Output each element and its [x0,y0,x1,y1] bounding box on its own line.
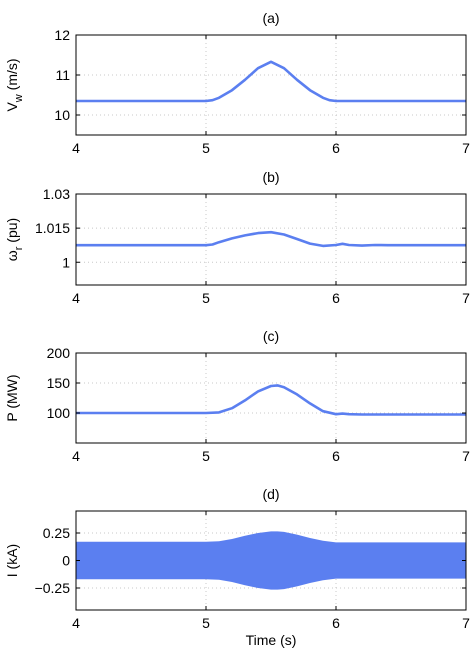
y-tick-label: 200 [47,345,71,361]
y-tick-label: 150 [47,375,71,391]
x-tick-label: 5 [202,448,210,464]
x-axis-label: Time (s) [246,632,297,648]
series-line [76,60,466,103]
y-axis-label: P (MW) [4,374,20,421]
y-axis-label: ωr (pu) [4,218,25,261]
y-tick-label: −0.25 [35,580,71,596]
x-tick-label: 4 [72,290,80,306]
panel-title: (d) [262,486,279,502]
series-line [76,384,466,416]
x-tick-label: 4 [72,615,80,631]
current-envelope [76,531,466,590]
x-tick-label: 5 [202,615,210,631]
y-tick-label: 12 [54,27,70,43]
x-tick-label: 5 [202,140,210,156]
series-line [76,230,466,248]
panel-title: (a) [262,10,279,26]
y-tick-label: 0.25 [43,525,70,541]
y-tick-label: 100 [47,405,71,421]
x-tick-label: 7 [462,290,470,306]
y-tick-label: 0 [62,553,70,569]
x-tick-label: 7 [462,448,470,464]
panel-title: (b) [262,169,279,185]
panel-2: 4 5 6 7 1 1.015 1.03 (b) ωr (pu) [4,169,470,306]
x-tick-label: 6 [332,448,340,464]
y-axis-label: Vw (m/s) [4,58,25,111]
x-tick-label: 6 [332,290,340,306]
panel-title: (c) [263,328,279,344]
panel-1: 4 5 6 7 10 11 12 (a) Vw (m/s) [4,10,470,156]
y-tick-label: 11 [55,67,70,83]
y-tick-label: 1.015 [35,220,70,236]
x-tick-label: 7 [462,140,470,156]
y-tick-label: 1 [62,254,70,270]
x-tick-label: 4 [72,448,80,464]
axes-frame [75,352,467,444]
x-tick-label: 4 [72,140,80,156]
x-tick-label: 6 [332,615,340,631]
panel-3: 4 5 6 7 100 150 200 (c) P (MW) [4,328,470,464]
panel-4: 4 5 6 7 −0.25 0 0.25 (d) I (kA) Time (s) [4,486,470,648]
x-tick-label: 7 [462,615,470,631]
axes-frame [75,193,467,286]
y-tick-label: 1.03 [43,186,70,202]
x-tick-label: 5 [202,290,210,306]
x-tick-label: 6 [332,140,340,156]
axes-frame [75,34,467,136]
y-tick-label: 10 [54,107,70,123]
y-axis-label: I (kA) [4,544,20,577]
